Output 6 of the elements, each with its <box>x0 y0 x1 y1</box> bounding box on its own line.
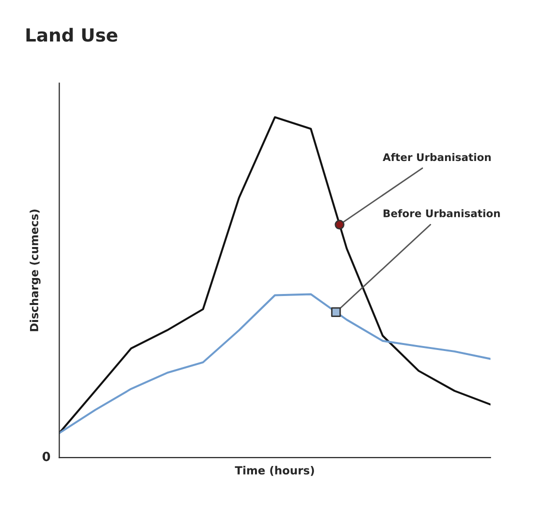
annotation: Before Urbanisation <box>384 209 500 218</box>
x-axis-title: Time (hours) <box>234 466 314 476</box>
annotation: After Urbanisation <box>382 153 491 162</box>
chart-title: Land Use <box>26 28 118 42</box>
text: 0 <box>42 452 50 462</box>
y-axis-title: Discharge (cumecs) <box>30 210 41 332</box>
